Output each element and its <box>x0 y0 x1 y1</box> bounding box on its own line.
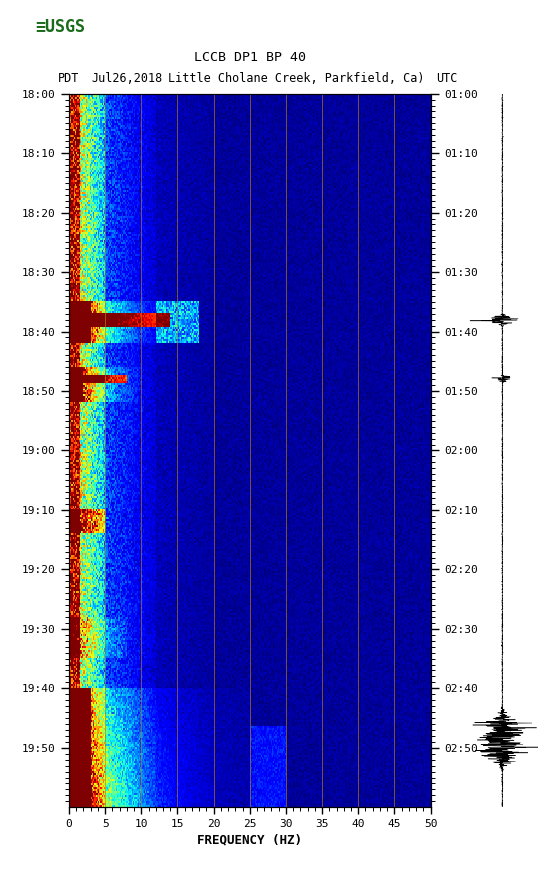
Text: PDT: PDT <box>58 72 79 85</box>
Text: UTC: UTC <box>436 72 458 85</box>
Text: ≡USGS: ≡USGS <box>35 18 85 36</box>
Text: Jul26,2018: Jul26,2018 <box>91 72 162 85</box>
Text: Little Cholane Creek, Parkfield, Ca): Little Cholane Creek, Parkfield, Ca) <box>168 72 425 85</box>
Text: LCCB DP1 BP 40: LCCB DP1 BP 40 <box>194 52 306 64</box>
X-axis label: FREQUENCY (HZ): FREQUENCY (HZ) <box>197 833 302 847</box>
